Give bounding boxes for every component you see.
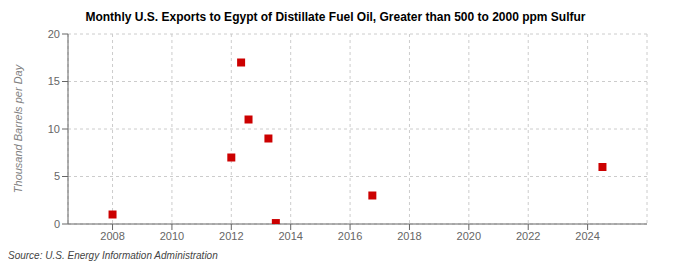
- svg-text:15: 15: [48, 75, 60, 87]
- svg-text:5: 5: [54, 170, 60, 182]
- svg-text:2022: 2022: [516, 230, 540, 242]
- svg-text:2014: 2014: [278, 230, 302, 242]
- svg-text:2012: 2012: [219, 230, 243, 242]
- svg-text:2016: 2016: [338, 230, 362, 242]
- html-text:Source: U.S. Energy Informatio: Source: U.S. Energy Information Administ…: [8, 250, 218, 261]
- svg-text:10: 10: [48, 123, 60, 135]
- html-text:Monthly U.S. Exports to Egypt: Monthly U.S. Exports to Egypt of Distill…: [85, 10, 586, 24]
- svg-text:2018: 2018: [397, 230, 421, 242]
- svg-text:20: 20: [48, 28, 60, 40]
- svg-text:2010: 2010: [160, 230, 184, 242]
- svg-text:2020: 2020: [457, 230, 481, 242]
- svg-text:Thousand Barrels per Day: Thousand Barrels per Day: [12, 63, 24, 193]
- svg-text:2024: 2024: [575, 230, 599, 242]
- svg-text:2008: 2008: [100, 230, 124, 242]
- svg-text:0: 0: [54, 218, 60, 230]
